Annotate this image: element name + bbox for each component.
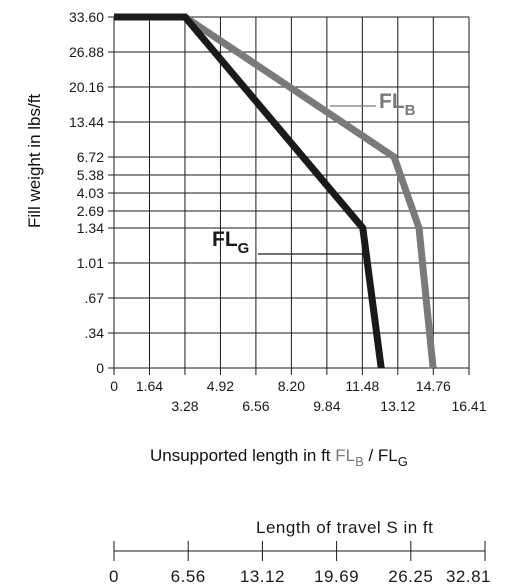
grid <box>108 16 470 375</box>
x-tick-label-1: 1.64 <box>136 378 163 394</box>
y-tick-label-12: 33.60 <box>69 9 104 25</box>
x-tick-label-3: 4.92 <box>207 378 234 394</box>
y-tick-label-5: 2.69 <box>77 203 104 219</box>
x-axis-title-flg: FL <box>378 446 398 465</box>
y-tick-label-1: .34 <box>85 325 105 341</box>
x-tick-label-7: 11.48 <box>345 378 379 394</box>
travel-scale-title: Length of travel S in ft <box>256 518 433 537</box>
x-axis-title-text: Unsupported length in ft <box>150 446 335 465</box>
x-axis-title-flb: FL <box>335 446 355 465</box>
x-tick-label-0: 0 <box>110 378 118 394</box>
series-label-flb-sub: B <box>405 102 416 119</box>
x-axis-title-flg-sub: G <box>398 454 408 469</box>
travel-scale-label-5: 32.81 <box>446 567 491 586</box>
x-axis-title: Unsupported length in ft FLB / FLG <box>150 446 408 469</box>
travel-scale: 0 6.56 13.12 19.69 26.25 32.81 <box>109 541 491 586</box>
travel-scale-label-0: 0 <box>109 567 119 586</box>
y-tick-label-3: 1.01 <box>77 255 104 271</box>
x-tick-label-4: 6.56 <box>242 398 269 414</box>
y-tick-label-10: 20.16 <box>69 79 104 95</box>
x-tick-label-2: 3.28 <box>171 398 198 414</box>
series-label-flg-main: FL <box>212 228 238 251</box>
y-tick-label-8: 6.72 <box>77 149 104 165</box>
series-label-flg: FLG <box>212 228 249 257</box>
y-tick-label-6: 4.03 <box>77 185 104 201</box>
series-label-leaders <box>258 105 376 255</box>
x-tick-label-6: 9.84 <box>313 398 340 414</box>
y-tick-label-0: 0 <box>96 360 104 376</box>
series-line-flg <box>114 13 385 369</box>
travel-scale-label-1: 6.56 <box>171 567 206 586</box>
y-tick-label-9: 13.44 <box>69 114 104 130</box>
x-tick-label-9: 14.76 <box>416 378 451 394</box>
y-tick-label-4: 1.34 <box>77 220 104 236</box>
y-axis-title: Fill weight in lbs/ft <box>25 94 44 228</box>
travel-scale-label-4: 26.25 <box>388 567 433 586</box>
x-axis-title-separator: / <box>364 446 378 465</box>
y-tick-label-7: 5.38 <box>77 167 104 183</box>
y-tick-label-2: .67 <box>85 290 105 306</box>
travel-scale-label-3: 19.69 <box>314 567 359 586</box>
y-tick-labels: 0 .34 .67 1.01 1.342.69 4.03 5.38 6.72 13.44 20.1… <box>69 9 104 376</box>
x-tick-label-8: 13.12 <box>380 398 415 414</box>
series-label-flg-sub: G <box>238 240 250 257</box>
travel-scale-label-2: 13.12 <box>240 567 285 586</box>
x-tick-labels: 0 1.64 3.28 4.92 6.56 8.20 9.84 11.4813.1214.76… <box>110 378 487 414</box>
x-tick-label-10: 16.41 <box>451 398 486 414</box>
series-label-flb-main: FL <box>379 90 405 113</box>
y-tick-label-11: 26.88 <box>69 44 104 60</box>
series-lines <box>114 13 437 369</box>
series-label-flb: FLB <box>379 90 416 119</box>
x-tick-label-5: 8.20 <box>278 378 305 394</box>
x-axis-title-flb-sub: B <box>355 454 364 469</box>
